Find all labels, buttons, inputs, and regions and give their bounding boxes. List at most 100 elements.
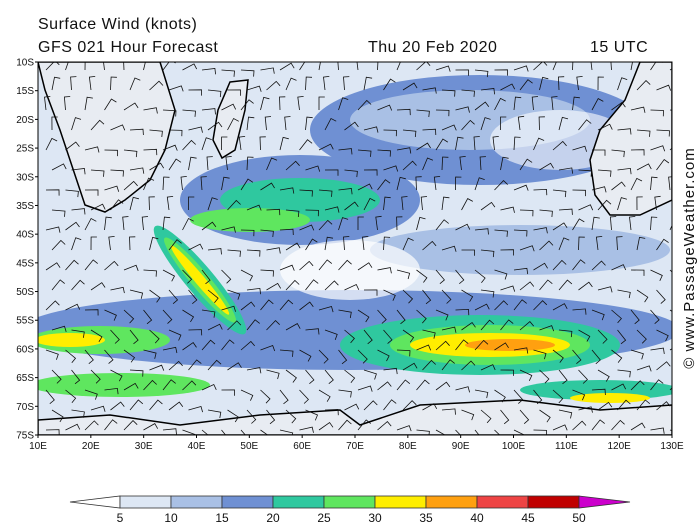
wind-barb bbox=[143, 177, 155, 191]
lon-label: 120E bbox=[607, 441, 631, 452]
wind-barb bbox=[305, 369, 315, 385]
wind-barb bbox=[552, 349, 564, 363]
wind-barb bbox=[324, 369, 334, 385]
wind-barb bbox=[578, 329, 591, 342]
wind-barb bbox=[611, 309, 622, 324]
wind-barb bbox=[656, 289, 666, 304]
colorbar-label: 40 bbox=[470, 511, 484, 525]
wind-barb bbox=[611, 349, 623, 363]
wind-barb bbox=[110, 369, 123, 382]
wind-barb bbox=[597, 169, 612, 177]
wind-barb bbox=[162, 62, 176, 71]
wind-barb bbox=[533, 137, 545, 151]
wind-barb bbox=[182, 429, 196, 435]
wind-barb bbox=[377, 179, 391, 191]
wind-barb bbox=[441, 124, 457, 131]
wind-barb bbox=[188, 243, 204, 251]
wind-barb bbox=[558, 167, 574, 174]
wind-barb bbox=[402, 160, 417, 171]
wind-barb bbox=[110, 199, 124, 211]
wind-barb bbox=[636, 289, 649, 303]
wind-barb bbox=[480, 88, 495, 95]
lat-label: 20S bbox=[16, 115, 34, 126]
colorbar-box bbox=[374, 495, 427, 509]
wind-barb bbox=[363, 169, 378, 176]
wind-barb bbox=[513, 347, 529, 354]
wind-barb bbox=[123, 180, 138, 191]
wind-barb bbox=[396, 176, 406, 191]
wind-barb bbox=[260, 182, 275, 191]
wind-barb bbox=[578, 169, 592, 177]
wind-barb bbox=[357, 183, 373, 191]
wind-barb bbox=[519, 321, 535, 331]
wind-barb bbox=[363, 329, 373, 345]
wind-barb bbox=[182, 342, 197, 351]
wind-barb bbox=[104, 216, 112, 231]
wind-barb bbox=[324, 236, 334, 251]
wind-barb bbox=[539, 76, 549, 91]
wind-barb bbox=[533, 389, 543, 405]
wind-barb bbox=[357, 385, 373, 392]
wind-barb bbox=[338, 97, 349, 111]
wind-barb bbox=[188, 126, 203, 133]
wind-barb bbox=[383, 329, 393, 344]
wind-barb bbox=[668, 176, 672, 191]
wind-barb bbox=[435, 219, 449, 231]
wind-barb bbox=[383, 196, 391, 211]
wind-barb bbox=[551, 96, 558, 111]
wind-barb bbox=[323, 76, 330, 91]
wind-barb bbox=[538, 116, 545, 131]
wind-barb bbox=[650, 109, 664, 117]
wind-barb bbox=[71, 237, 82, 251]
wind-barb bbox=[455, 429, 461, 435]
wind-barb bbox=[168, 401, 184, 411]
wind-barb bbox=[578, 204, 594, 211]
wind-barb bbox=[104, 387, 119, 395]
wind-barb bbox=[149, 399, 163, 411]
wind-barb bbox=[396, 147, 412, 154]
wind-barb bbox=[591, 349, 601, 365]
lon-label: 110E bbox=[555, 441, 578, 452]
wind-barb bbox=[480, 364, 496, 371]
wind-barb bbox=[279, 299, 294, 311]
wind-barb bbox=[221, 389, 235, 396]
lon-label: 100E bbox=[502, 441, 526, 452]
time: 15 UTC bbox=[590, 39, 648, 56]
wind-barb bbox=[284, 116, 291, 131]
wind-barb bbox=[299, 426, 314, 433]
wind-barb bbox=[227, 289, 241, 300]
wind-barb bbox=[285, 323, 301, 331]
wind-barb bbox=[519, 281, 535, 291]
wind-barb bbox=[480, 289, 495, 298]
wind-barb bbox=[650, 347, 665, 354]
wind-barb bbox=[480, 319, 495, 331]
wind-barb bbox=[285, 209, 300, 218]
wind-barb bbox=[318, 421, 334, 431]
wind-barb bbox=[279, 62, 295, 71]
wind-barb bbox=[207, 409, 222, 419]
wind-barb bbox=[533, 227, 548, 234]
wind-barb bbox=[357, 262, 373, 271]
wind-barb bbox=[441, 326, 457, 333]
wind-barb bbox=[461, 119, 475, 131]
wind-barb bbox=[51, 279, 65, 291]
wind-barb bbox=[416, 216, 426, 231]
wind-barb bbox=[455, 339, 469, 351]
wind-barb bbox=[416, 309, 427, 324]
wind-barb bbox=[168, 239, 182, 251]
wind-barb bbox=[166, 196, 174, 211]
wind-barb bbox=[494, 429, 501, 435]
wind-barb bbox=[461, 89, 475, 97]
wind-barb bbox=[552, 222, 568, 231]
wind-barb bbox=[597, 329, 608, 344]
wind-barb bbox=[104, 185, 120, 192]
wind-barb bbox=[221, 176, 230, 191]
wind-barb bbox=[539, 162, 554, 171]
lon-label: 10E bbox=[29, 441, 47, 452]
wind-barb bbox=[318, 62, 321, 71]
wind-barb bbox=[240, 301, 256, 311]
wind-barb bbox=[221, 305, 236, 312]
wind-barb bbox=[572, 218, 585, 231]
wind-barb bbox=[305, 165, 321, 172]
